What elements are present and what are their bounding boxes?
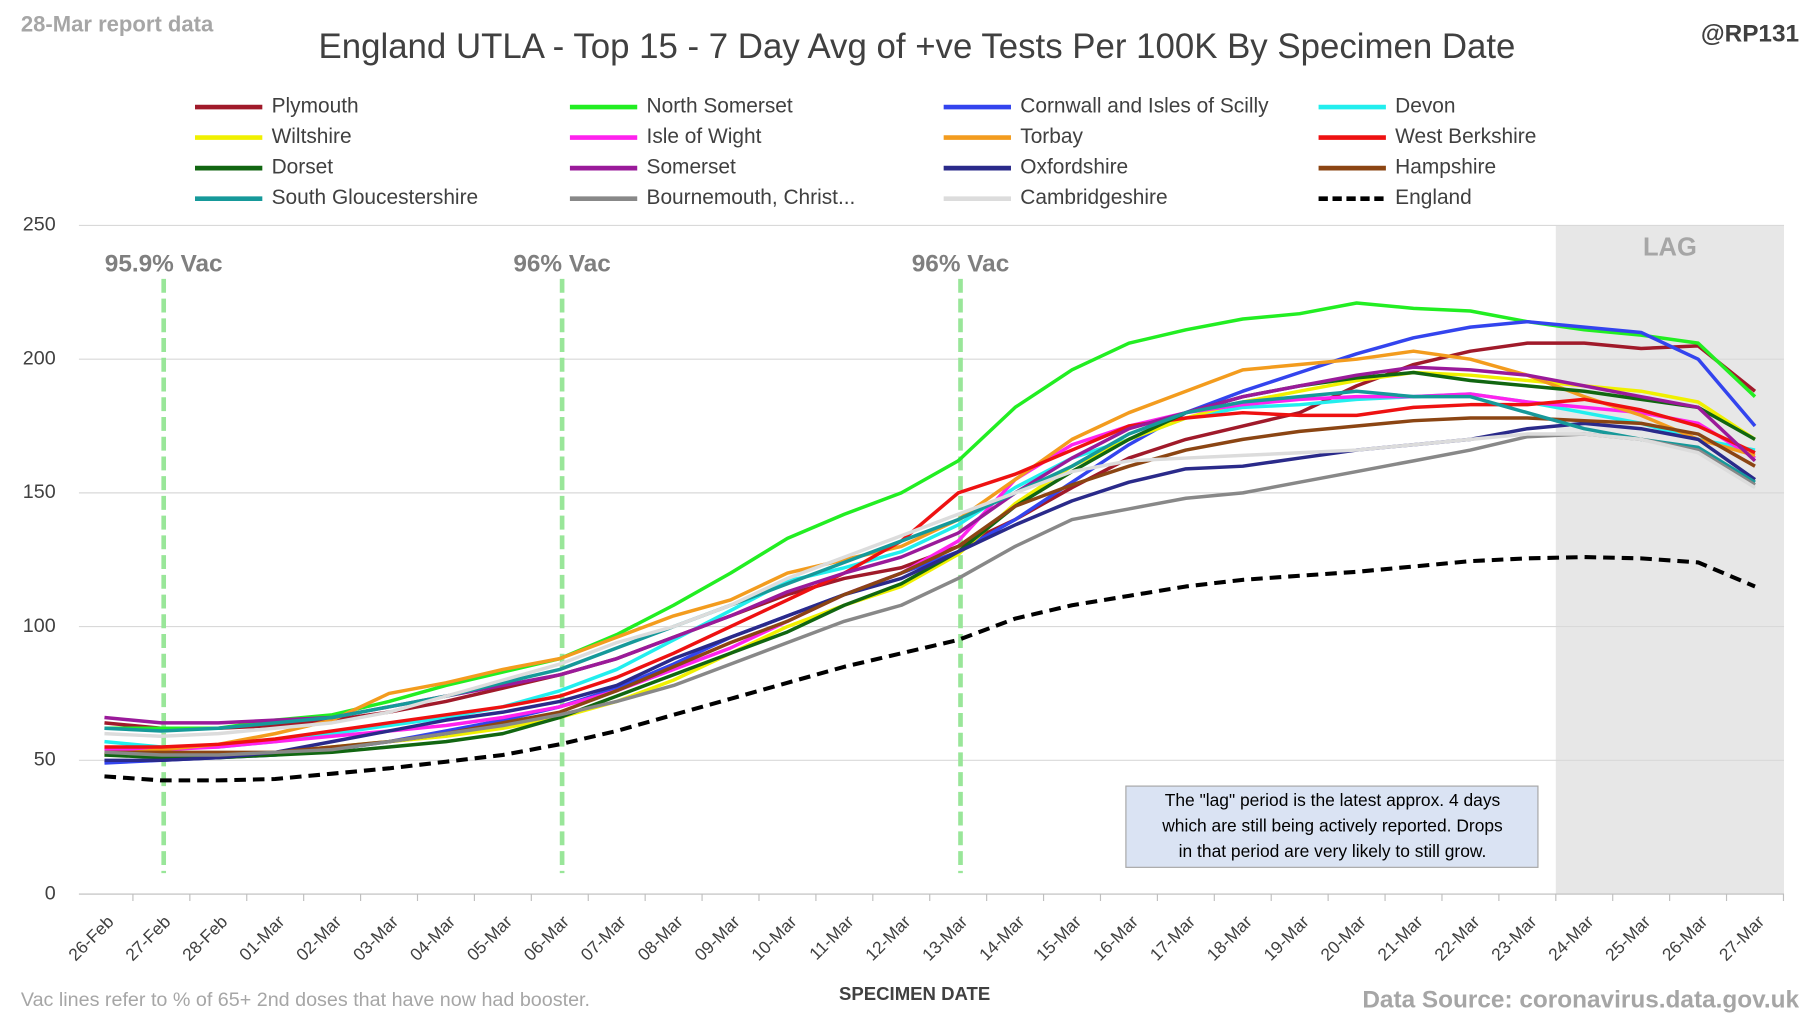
- lag-label: LAG: [1643, 233, 1697, 261]
- series-line: [104, 432, 1756, 739]
- legend-label: England: [1395, 186, 1472, 209]
- vac-label: 96% Vac: [513, 250, 611, 277]
- x-axis-title: SPECIMEN DATE: [839, 983, 990, 1004]
- legend-label: Bournemouth, Christ...: [647, 186, 856, 209]
- series-line: [104, 555, 1756, 783]
- vac-label: 96% Vac: [912, 250, 1010, 277]
- source: Data Source: coronavirus.data.gov.uk: [1362, 986, 1799, 1013]
- footnote: Vac lines refer to % of 65+ 2nd doses th…: [21, 989, 590, 1011]
- legend-label: Wiltshire: [272, 125, 352, 148]
- author: @RP131: [1701, 21, 1799, 48]
- series-line: [104, 301, 1757, 731]
- legend-label: Devon: [1395, 95, 1455, 118]
- legend-label: Somerset: [647, 156, 737, 179]
- series-line: [104, 370, 1756, 760]
- vac-label: 95.9% Vac: [105, 250, 223, 277]
- annotation-text: The "lag" period is the latest approx. 4…: [1165, 790, 1501, 810]
- legend-label: Hampshire: [1395, 156, 1496, 179]
- report-note: 28-Mar report data: [21, 12, 214, 37]
- annotation-box: [1125, 785, 1539, 868]
- series-line: [104, 432, 1756, 757]
- legend-label: North Somerset: [647, 95, 793, 118]
- y-tick-label: 100: [23, 615, 56, 637]
- series-line: [104, 389, 1756, 733]
- legend-label: South Gloucestershire: [272, 186, 479, 209]
- y-tick-label: 50: [34, 749, 56, 771]
- y-tick-label: 0: [45, 882, 56, 904]
- legend-label: Isle of Wight: [647, 125, 762, 148]
- legend-label: Plymouth: [272, 95, 359, 118]
- chart-title: England UTLA - Top 15 - 7 Day Avg of +ve…: [319, 27, 1516, 66]
- series-line: [104, 349, 1756, 757]
- legend-label: Cornwall and Isles of Scilly: [1020, 95, 1269, 118]
- y-tick-label: 250: [23, 214, 56, 236]
- legend-label: Torbay: [1020, 125, 1083, 148]
- y-tick-label: 200: [23, 347, 56, 369]
- legend-label: Dorset: [272, 156, 334, 179]
- annotation-text: which are still being actively reported.…: [1161, 815, 1503, 835]
- annotation-text: in that period are very likely to still …: [1179, 841, 1487, 861]
- legend-label: West Berkshire: [1395, 125, 1536, 148]
- legend-label: Oxfordshire: [1020, 156, 1128, 179]
- series-line: [104, 397, 1756, 749]
- legend-label: Cambridgeshire: [1020, 186, 1167, 209]
- y-tick-label: 150: [23, 481, 56, 503]
